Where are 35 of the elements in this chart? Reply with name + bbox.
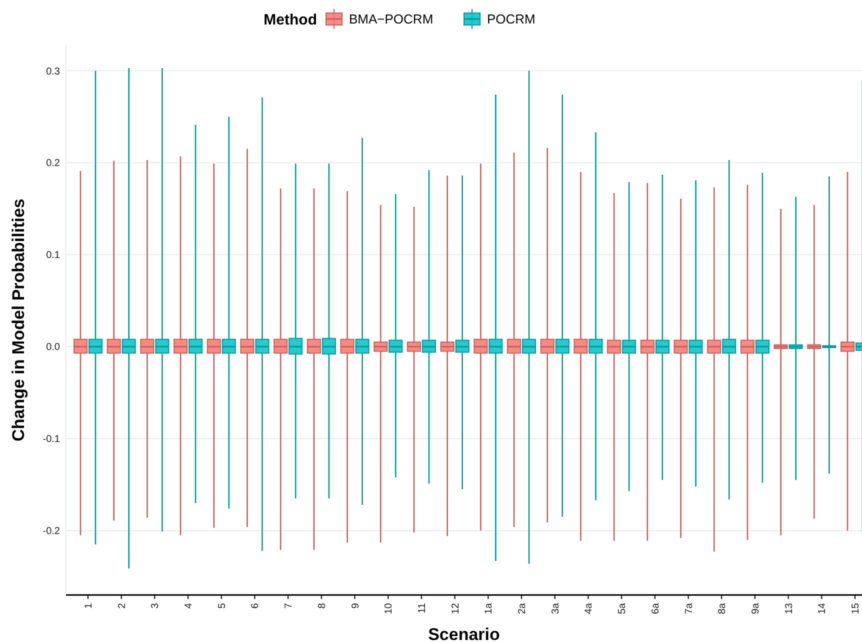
x-tick-label: 8a: [717, 602, 728, 614]
x-tick-label: 4a: [584, 602, 595, 614]
x-tick-label: 4: [184, 602, 195, 609]
x-tick-label: 12: [450, 602, 462, 614]
x-tick-label: 9a: [750, 602, 762, 614]
x-tick-label: 15: [850, 602, 862, 614]
x-tick-label: 7a: [684, 602, 695, 614]
legend-label: POCRM: [487, 12, 536, 27]
legend-label: BMA−POCRM: [349, 12, 434, 27]
x-tick-label: 14: [817, 602, 828, 614]
x-tick-label: 3: [150, 602, 162, 609]
x-tick-label: 6a: [650, 602, 662, 614]
x-tick-label: 5a: [617, 602, 628, 614]
x-tick-label: 7: [284, 602, 295, 609]
x-tick-label: 6: [250, 602, 262, 609]
x-tick-label: 2: [116, 602, 128, 609]
y-tick-label: 0.0: [46, 342, 60, 354]
x-tick-label: 9: [350, 602, 362, 609]
y-tick-label: -0.2: [42, 526, 60, 538]
x-tick-label: 10: [384, 602, 395, 614]
y-tick-label: 0.3: [46, 66, 60, 78]
x-tick-label: 5: [216, 602, 228, 609]
y-tick-label: 0.2: [46, 158, 60, 170]
legend-title: Method: [264, 11, 317, 28]
x-tick-label: 13: [784, 602, 795, 614]
y-axis-title: Change in Model Probabilities: [9, 198, 28, 442]
x-tick-label: 1a: [484, 602, 495, 614]
x-tick-label: 1: [84, 602, 94, 609]
x-tick-label: 2a: [517, 602, 528, 614]
x-tick-label: 8: [316, 602, 328, 609]
y-tick-label: 0.1: [46, 250, 60, 262]
x-axis-title: Scenario: [428, 625, 500, 643]
x-tick-label: 11: [416, 602, 428, 614]
y-tick-label: -0.1: [42, 434, 60, 446]
x-tick-label: 3a: [550, 602, 562, 614]
